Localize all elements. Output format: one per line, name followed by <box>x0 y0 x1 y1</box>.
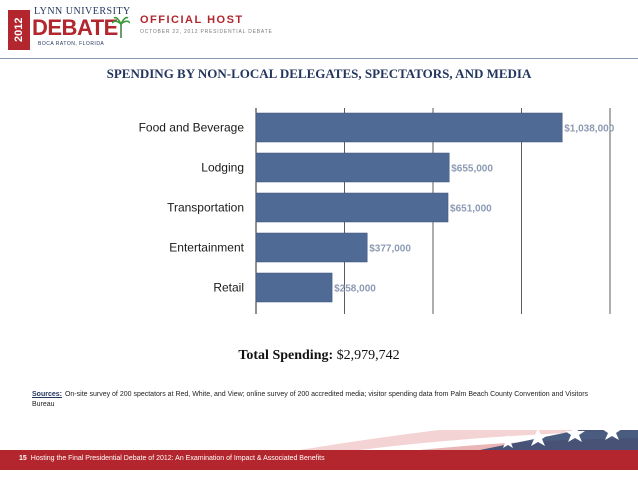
star-icon <box>603 430 621 440</box>
value-label: $258,000 <box>334 284 376 295</box>
star-icon <box>501 435 515 448</box>
official-host-subtitle: OCTOBER 22, 2012 PRESIDENTIAL DEBATE <box>140 29 273 35</box>
chart-bars <box>255 112 563 303</box>
sources-note: Sources: On-site survey of 200 spectators… <box>32 390 592 410</box>
footer-title: Hosting the Final Presidential Debate of… <box>30 455 325 462</box>
value-label: $1,038,000 <box>564 124 614 135</box>
total-spending-value: $2,979,742 <box>336 348 400 363</box>
bar <box>255 192 449 223</box>
bar-chart: Food and Beverage Lodging Transportation En… <box>139 108 615 314</box>
bar <box>255 112 563 143</box>
palm-tree-icon <box>112 16 130 38</box>
page-number: 15 <box>19 455 27 462</box>
logo-wordmark: DEBATE <box>32 15 118 40</box>
star-icon <box>528 430 548 446</box>
category-label: Entertainment <box>169 241 244 255</box>
bar <box>255 232 368 263</box>
value-label: $655,000 <box>451 164 493 175</box>
footer: 15 Hosting the Final Presidential Debate … <box>19 455 325 462</box>
sources-text: On-site survey of 200 spectators at Red,… <box>32 391 589 408</box>
total-spending-label: Total Spending: <box>238 348 334 363</box>
sources-label: Sources: <box>32 391 62 398</box>
chart-value-labels: $1,038,000 $655,000 $651,000 $377,000 $258,0… <box>334 124 615 295</box>
category-label: Food and Beverage <box>139 121 245 135</box>
value-label: $377,000 <box>369 244 411 255</box>
logo-university: LYNN UNIVERSITY <box>34 6 131 17</box>
bar <box>255 152 450 183</box>
chart-title: SPENDING BY NON-LOCAL DELEGATES, SPECTAT… <box>106 66 532 81</box>
category-label: Lodging <box>201 161 244 175</box>
bar <box>255 272 333 303</box>
value-label: $651,000 <box>450 204 492 215</box>
footer-bar <box>0 450 638 470</box>
header-divider <box>0 58 638 59</box>
debate-logo: 2012 LYNN UNIVERSITY DEBATE BOCA RATON, … <box>8 6 130 52</box>
logo-location: BOCA RATON, FLORIDA <box>38 41 105 47</box>
star-icon <box>565 430 585 442</box>
flag-decoration <box>300 430 638 450</box>
official-host-title: OFFICIAL HOST <box>140 14 244 26</box>
chart-category-labels: Food and Beverage Lodging Transportation En… <box>139 121 245 295</box>
total-spending: Total Spending: $2,979,742 <box>0 348 638 364</box>
category-label: Retail <box>213 281 244 295</box>
header: 2012 LYNN UNIVERSITY DEBATE BOCA RATON, … <box>0 0 638 60</box>
category-label: Transportation <box>167 201 244 215</box>
